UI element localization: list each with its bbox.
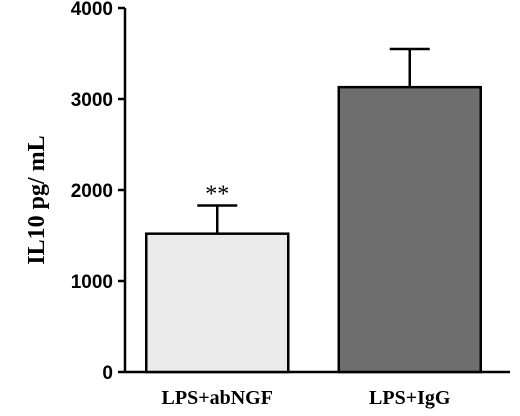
x-tick-label: LPS+abNGF [162, 387, 273, 409]
y-axis-title: IL10 pg/ mL [24, 135, 50, 264]
y-tick-label: 3000 [71, 90, 113, 111]
y-ticks: 0 1000 2000 3000 4000 [71, 0, 125, 384]
x-tick-label: LPS+IgG [369, 387, 451, 409]
y-tick-label: 2000 [71, 181, 113, 202]
y-tick-label: 0 [102, 363, 113, 384]
x-tick-labels: LPS+abNGF LPS+IgG [162, 387, 451, 409]
error-bars [197, 47, 430, 234]
significance-marker: ** [205, 181, 229, 207]
bars [145, 85, 482, 374]
bar [337, 85, 482, 374]
annotations: ** [205, 181, 229, 207]
y-tick-label: 4000 [71, 0, 113, 20]
y-tick-label: 1000 [71, 272, 113, 293]
bar [145, 232, 290, 374]
